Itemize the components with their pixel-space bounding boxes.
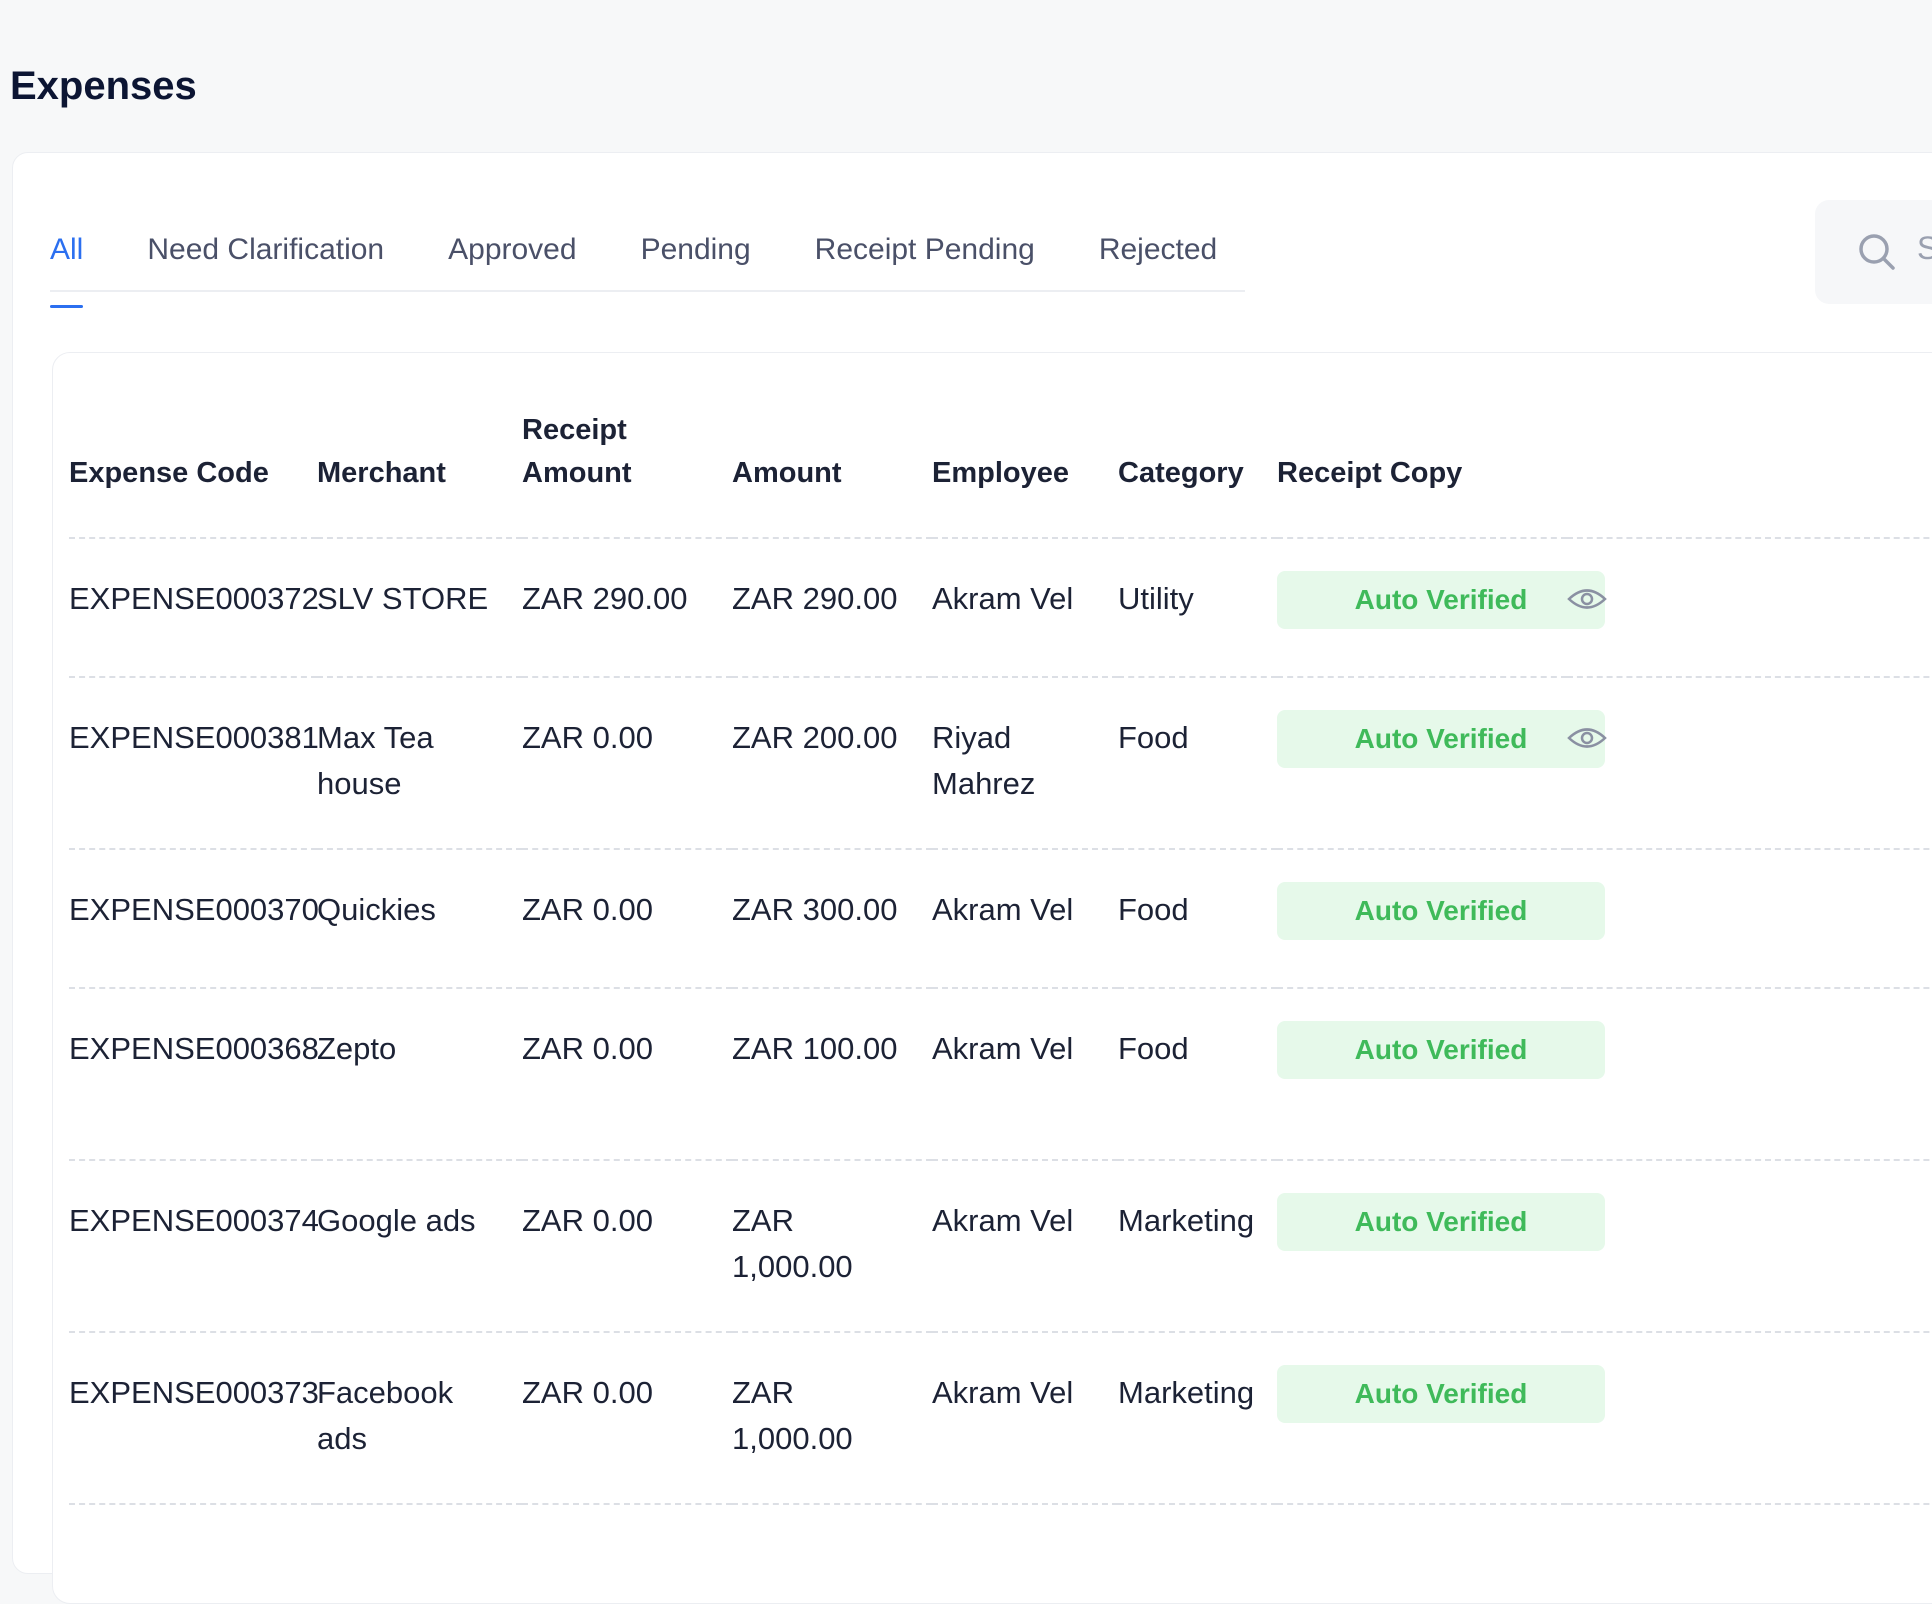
header-category[interactable]: Category xyxy=(1118,353,1277,539)
cell-employee: Akram Vel xyxy=(932,988,1118,1161)
header-expense-code[interactable]: Expense Code xyxy=(69,353,317,539)
header-receipt-amount-line2: Amount xyxy=(522,457,632,489)
table-row[interactable]: EXPENSE000381 Max Tea house ZAR 0.00 ZAR… xyxy=(69,677,1932,850)
cell-actions xyxy=(1567,538,1932,678)
table-header-row: Expense Code Merchant Receipt Amount Amo… xyxy=(69,353,1932,539)
status-badge: Auto Verified xyxy=(1277,710,1605,768)
cell-merchant: Quickies xyxy=(317,849,522,989)
cell-amount: ZAR 1,000.00 xyxy=(732,1332,932,1505)
search-placeholder: S xyxy=(1917,230,1932,266)
cell-receipt-copy: Auto Verified xyxy=(1277,677,1605,850)
cell-receipt-copy: Auto Verified xyxy=(1277,988,1605,1161)
cell-employee: Riyad Mahrez xyxy=(932,677,1118,850)
status-tabs: All Need Clarification Approved Pending … xyxy=(50,226,1245,308)
cell-amount: ZAR 1,000.00 xyxy=(732,1160,932,1333)
cell-employee: Akram Vel xyxy=(932,1160,1118,1333)
cell-receipt-amount: ZAR 0.00 xyxy=(522,1160,732,1333)
cell-expense-code: EXPENSE000373 xyxy=(69,1332,319,1505)
cell-category: Food xyxy=(1118,988,1277,1161)
table-row[interactable]: EXPENSE000374 Google ads ZAR 0.00 ZAR 1,… xyxy=(69,1160,1932,1333)
cell-employee: Akram Vel xyxy=(932,1332,1118,1505)
cell-actions xyxy=(1567,1160,1932,1333)
header-receipt-copy[interactable]: Receipt Copy xyxy=(1277,353,1567,539)
tab-approved[interactable]: Approved xyxy=(448,233,577,266)
table-row[interactable]: EXPENSE000368 Zepto ZAR 0.00 ZAR 100.00 … xyxy=(69,988,1932,1161)
cell-expense-code: EXPENSE000370 xyxy=(69,849,319,989)
header-actions xyxy=(1567,353,1932,539)
status-badge: Auto Verified xyxy=(1277,1021,1605,1079)
header-receipt-amount-line1: Receipt xyxy=(522,414,627,446)
header-merchant[interactable]: Merchant xyxy=(317,353,522,539)
cell-merchant: Facebook ads xyxy=(317,1332,522,1505)
cell-receipt-copy: Auto Verified xyxy=(1277,538,1605,678)
status-badge: Auto Verified xyxy=(1277,882,1605,940)
expenses-table-container: Expense Code Merchant Receipt Amount Amo… xyxy=(52,352,1932,1604)
cell-actions xyxy=(1567,988,1932,1161)
table-row[interactable]: EXPENSE000372 SLV STORE ZAR 290.00 ZAR 2… xyxy=(69,538,1932,678)
cell-receipt-copy: Auto Verified xyxy=(1277,1332,1605,1505)
status-badge: Auto Verified xyxy=(1277,571,1605,629)
search-input[interactable]: S xyxy=(1815,200,1932,304)
cell-receipt-amount: ZAR 0.00 xyxy=(522,988,732,1161)
cell-receipt-copy: Auto Verified xyxy=(1277,849,1605,989)
cell-category: Utility xyxy=(1118,538,1277,678)
cell-merchant: Zepto xyxy=(317,988,522,1161)
cell-expense-code: EXPENSE000372 xyxy=(69,538,319,678)
cell-actions xyxy=(1567,849,1932,989)
table-row[interactable]: EXPENSE000370 Quickies ZAR 0.00 ZAR 300.… xyxy=(69,849,1932,989)
cell-receipt-amount: ZAR 0.00 xyxy=(522,1332,732,1505)
cell-category: Marketing xyxy=(1118,1160,1277,1333)
tab-need-clarification[interactable]: Need Clarification xyxy=(147,233,385,266)
search-icon xyxy=(1859,234,1895,270)
header-amount[interactable]: Amount xyxy=(732,353,932,539)
table-row[interactable]: EXPENSE000373 Facebook ads ZAR 0.00 ZAR … xyxy=(69,1332,1932,1505)
cell-receipt-amount: ZAR 0.00 xyxy=(522,677,732,850)
tab-pending[interactable]: Pending xyxy=(640,233,751,266)
cell-actions xyxy=(1567,677,1932,850)
cell-amount: ZAR 290.00 xyxy=(732,538,932,678)
cell-merchant: Max Tea house xyxy=(317,677,522,850)
cell-expense-code: EXPENSE000374 xyxy=(69,1160,319,1333)
cell-merchant: SLV STORE xyxy=(317,538,522,678)
cell-category: Marketing xyxy=(1118,1332,1277,1505)
tab-receipt-pending[interactable]: Receipt Pending xyxy=(814,233,1035,266)
status-badge: Auto Verified xyxy=(1277,1365,1605,1423)
cell-actions xyxy=(1567,1332,1932,1505)
cell-receipt-amount: ZAR 0.00 xyxy=(522,849,732,989)
eye-icon[interactable] xyxy=(1567,723,1607,753)
tab-all[interactable]: All xyxy=(50,226,84,308)
header-receipt-amount[interactable]: Receipt Amount xyxy=(522,353,732,539)
expenses-table: Expense Code Merchant Receipt Amount Amo… xyxy=(69,353,1932,1505)
cell-amount: ZAR 200.00 xyxy=(732,677,932,850)
cell-category: Food xyxy=(1118,849,1277,989)
status-badge: Auto Verified xyxy=(1277,1193,1605,1251)
eye-icon[interactable] xyxy=(1567,584,1607,614)
header-employee[interactable]: Employee xyxy=(932,353,1118,539)
cell-amount: ZAR 300.00 xyxy=(732,849,932,989)
cell-expense-code: EXPENSE000381 xyxy=(69,677,319,850)
cell-expense-code: EXPENSE000368 xyxy=(69,988,319,1161)
cell-employee: Akram Vel xyxy=(932,538,1118,678)
page-title: Expenses xyxy=(10,64,197,108)
cell-receipt-amount: ZAR 290.00 xyxy=(522,538,732,678)
tab-rejected[interactable]: Rejected xyxy=(1098,233,1218,266)
cell-receipt-copy: Auto Verified xyxy=(1277,1160,1605,1333)
cell-employee: Akram Vel xyxy=(932,849,1118,989)
cell-amount: ZAR 100.00 xyxy=(732,988,932,1161)
cell-merchant: Google ads xyxy=(317,1160,522,1333)
cell-category: Food xyxy=(1118,677,1277,850)
